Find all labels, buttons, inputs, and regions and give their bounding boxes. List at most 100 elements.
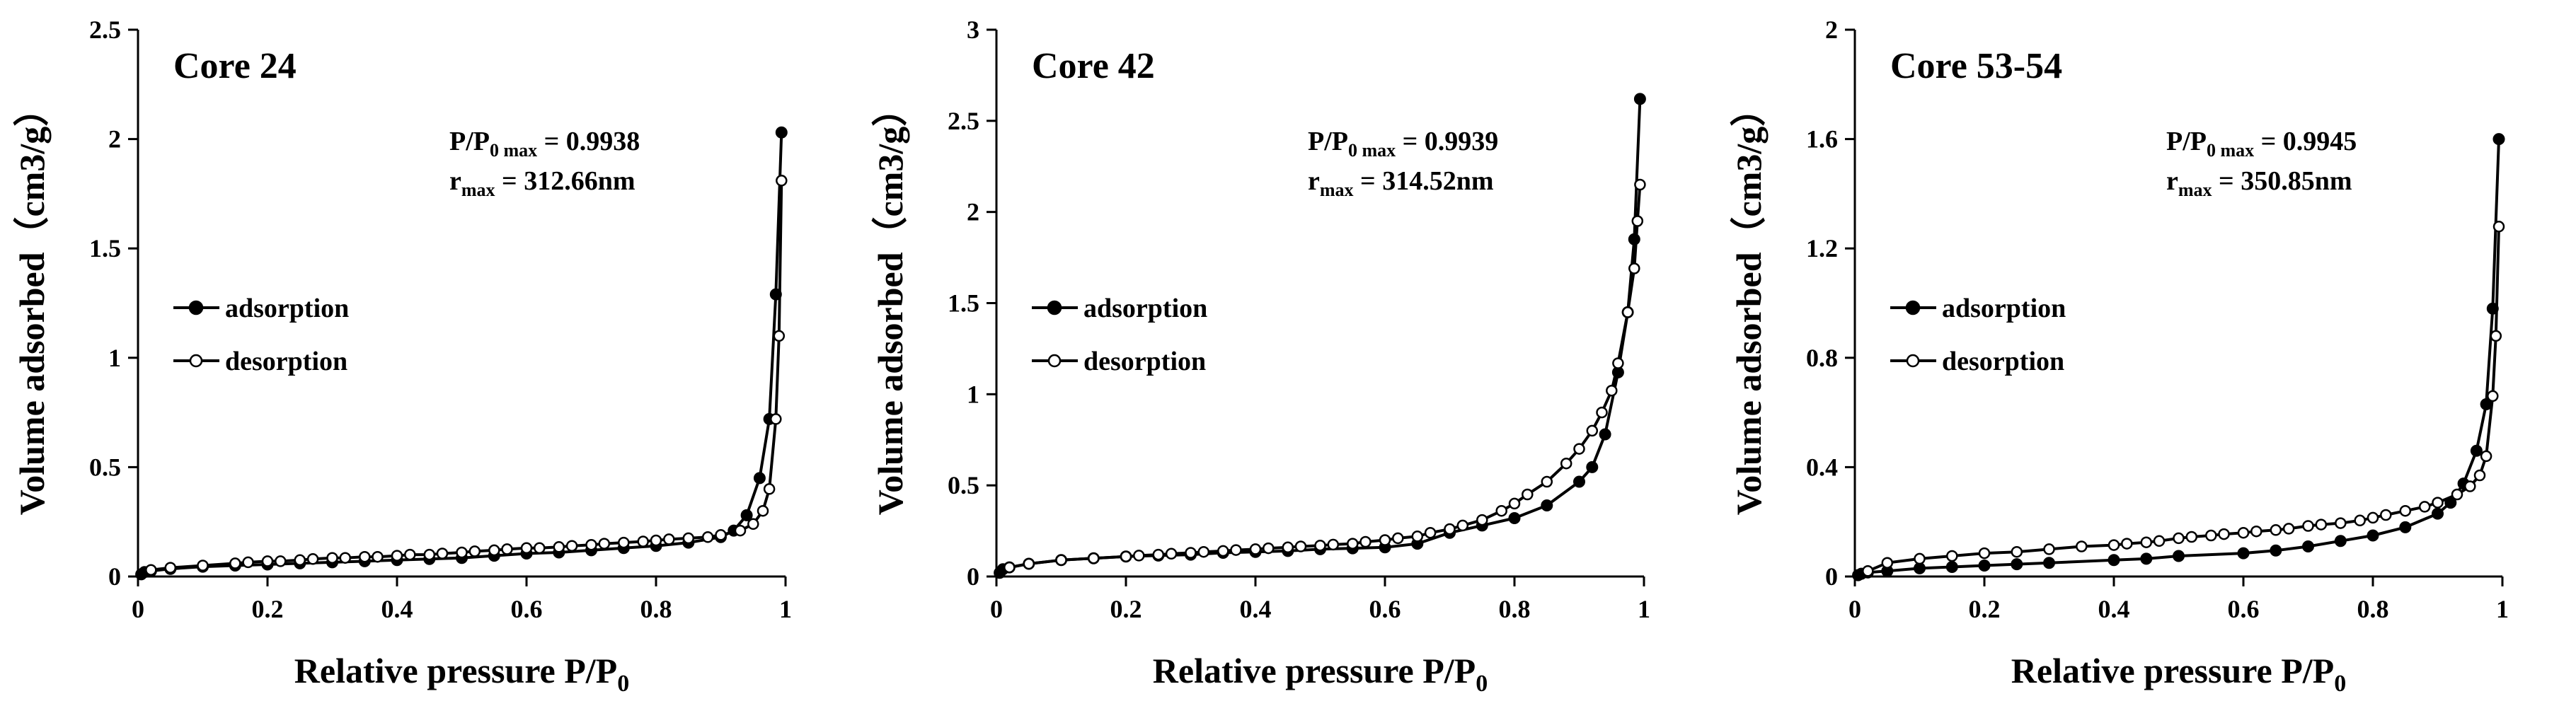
annotation-r-subscript: max xyxy=(1320,180,1354,200)
legend-label-desorption: desorption xyxy=(1942,347,2064,376)
desorption-point xyxy=(1088,552,1100,564)
x-axis-label-subscript: 0 xyxy=(1476,671,1488,697)
x-tick-label: 0.8 xyxy=(2357,595,2389,623)
desorption-point xyxy=(1456,519,1469,532)
y-tick-label: 0 xyxy=(1825,562,1838,591)
annotation-r-value: = 350.85nm xyxy=(2212,166,2352,196)
y-tick-label: 2.5 xyxy=(89,16,121,44)
adsorption-point xyxy=(2399,521,2412,533)
desorption-point xyxy=(776,175,788,187)
chart-title: Core 42 xyxy=(1032,46,1155,86)
desorption-point xyxy=(1055,554,1067,567)
y-tick-label: 2 xyxy=(1825,16,1838,44)
desorption-point xyxy=(1282,541,1294,554)
desorption-point xyxy=(1612,357,1624,369)
desorption-point xyxy=(2011,545,2023,558)
adsorption-point xyxy=(2011,558,2023,571)
series-line-desorption xyxy=(1867,226,2500,573)
x-tick-label: 1 xyxy=(2496,595,2509,623)
desorption-point xyxy=(553,541,565,553)
desorption-point xyxy=(1606,384,1618,397)
desorption-point xyxy=(1197,545,1210,558)
y-tick-label: 1 xyxy=(108,344,121,372)
desorption-point xyxy=(1560,457,1572,470)
desorption-point xyxy=(1541,475,1553,488)
annotation-r-prefix: r xyxy=(449,166,461,196)
adsorption-point xyxy=(1541,499,1553,511)
desorption-point xyxy=(2282,523,2295,535)
desorption-point xyxy=(2302,520,2314,532)
desorption-point xyxy=(2140,536,2153,548)
x-tick-label: 0 xyxy=(132,595,144,623)
desorption-point xyxy=(747,518,759,531)
desorption-point xyxy=(1263,542,1275,555)
desorption-point xyxy=(2043,543,2055,555)
desorption-point xyxy=(2432,497,2444,509)
desorption-point xyxy=(1249,543,1262,555)
x-axis-label-text: Relative pressure P/P xyxy=(294,651,617,690)
y-tick-label: 0.8 xyxy=(1806,344,1838,372)
y-tick-label: 0.5 xyxy=(948,471,979,499)
desorption-point xyxy=(2354,514,2366,527)
y-tick-label: 1.5 xyxy=(89,234,121,262)
legend-marker-desorption xyxy=(1906,354,1920,368)
desorption-point xyxy=(2121,538,2133,550)
desorption-point xyxy=(1634,178,1646,191)
desorption-point xyxy=(306,553,319,565)
desorption-point xyxy=(2205,529,2217,542)
desorption-point xyxy=(618,536,630,549)
annotation-pp-prefix: P/P xyxy=(2166,127,2207,156)
desorption-point xyxy=(275,555,287,567)
desorption-point xyxy=(261,555,274,567)
adsorption-point xyxy=(775,126,788,139)
legend-marker-adsorption xyxy=(1047,300,1062,315)
desorption-point xyxy=(1230,544,1242,556)
desorption-point xyxy=(763,483,776,495)
x-axis-label: Relative pressure P/P0 xyxy=(2011,651,2346,697)
adsorption-point xyxy=(2270,544,2282,557)
chart-title: Core 24 xyxy=(173,46,297,86)
adsorption-point xyxy=(2173,550,2185,562)
desorption-point xyxy=(326,552,338,564)
adsorption-point xyxy=(2492,133,2505,146)
desorption-point xyxy=(488,544,500,557)
annotation-r-subscript: max xyxy=(2178,180,2212,200)
x-tick-label: 0.4 xyxy=(1240,595,1272,623)
adsorption-point xyxy=(2470,444,2483,457)
annotation-pp-subscript: 0 max xyxy=(490,140,537,161)
x-tick-label: 1 xyxy=(779,595,792,623)
desorption-point xyxy=(1165,548,1178,560)
desorption-point xyxy=(2153,535,2166,548)
desorption-point xyxy=(2451,488,2463,501)
y-axis-label: Volume adsorbed（cm3/g） xyxy=(12,91,52,516)
desorption-point xyxy=(2315,518,2328,531)
adsorption-point xyxy=(2043,557,2055,569)
desorption-point xyxy=(372,550,384,563)
desorption-point xyxy=(663,533,675,545)
y-tick-label: 1.6 xyxy=(1806,125,1838,153)
x-tick-label: 0.2 xyxy=(1969,595,2001,623)
adsorption-point xyxy=(2302,540,2314,552)
desorption-point xyxy=(1347,538,1359,550)
desorption-point xyxy=(1628,262,1640,274)
annotation-pp-subscript: 0 max xyxy=(1348,140,1396,161)
desorption-point xyxy=(2487,390,2499,402)
y-tick-label: 0 xyxy=(108,562,121,591)
desorption-point xyxy=(2473,469,2486,482)
desorption-point xyxy=(520,542,533,555)
desorption-point xyxy=(565,540,578,552)
desorption-point xyxy=(1476,514,1488,526)
desorption-point xyxy=(1152,548,1165,561)
desorption-point xyxy=(468,545,481,557)
desorption-point xyxy=(1573,443,1585,455)
core-53-54-panel: 0 0.4 0.8 1.2 1.6 2 0 0.2 0.4 0.6 0.8 1 Relative pre… xyxy=(1729,16,2509,697)
desorption-point xyxy=(1914,552,1926,565)
adsorption-point xyxy=(2334,535,2347,548)
desorption-point xyxy=(1495,504,1507,517)
desorption-point xyxy=(2418,501,2431,513)
desorption-point xyxy=(1596,406,1608,419)
desorption-point xyxy=(1586,424,1599,437)
desorption-point xyxy=(1881,557,1894,569)
desorption-point xyxy=(2250,525,2262,538)
